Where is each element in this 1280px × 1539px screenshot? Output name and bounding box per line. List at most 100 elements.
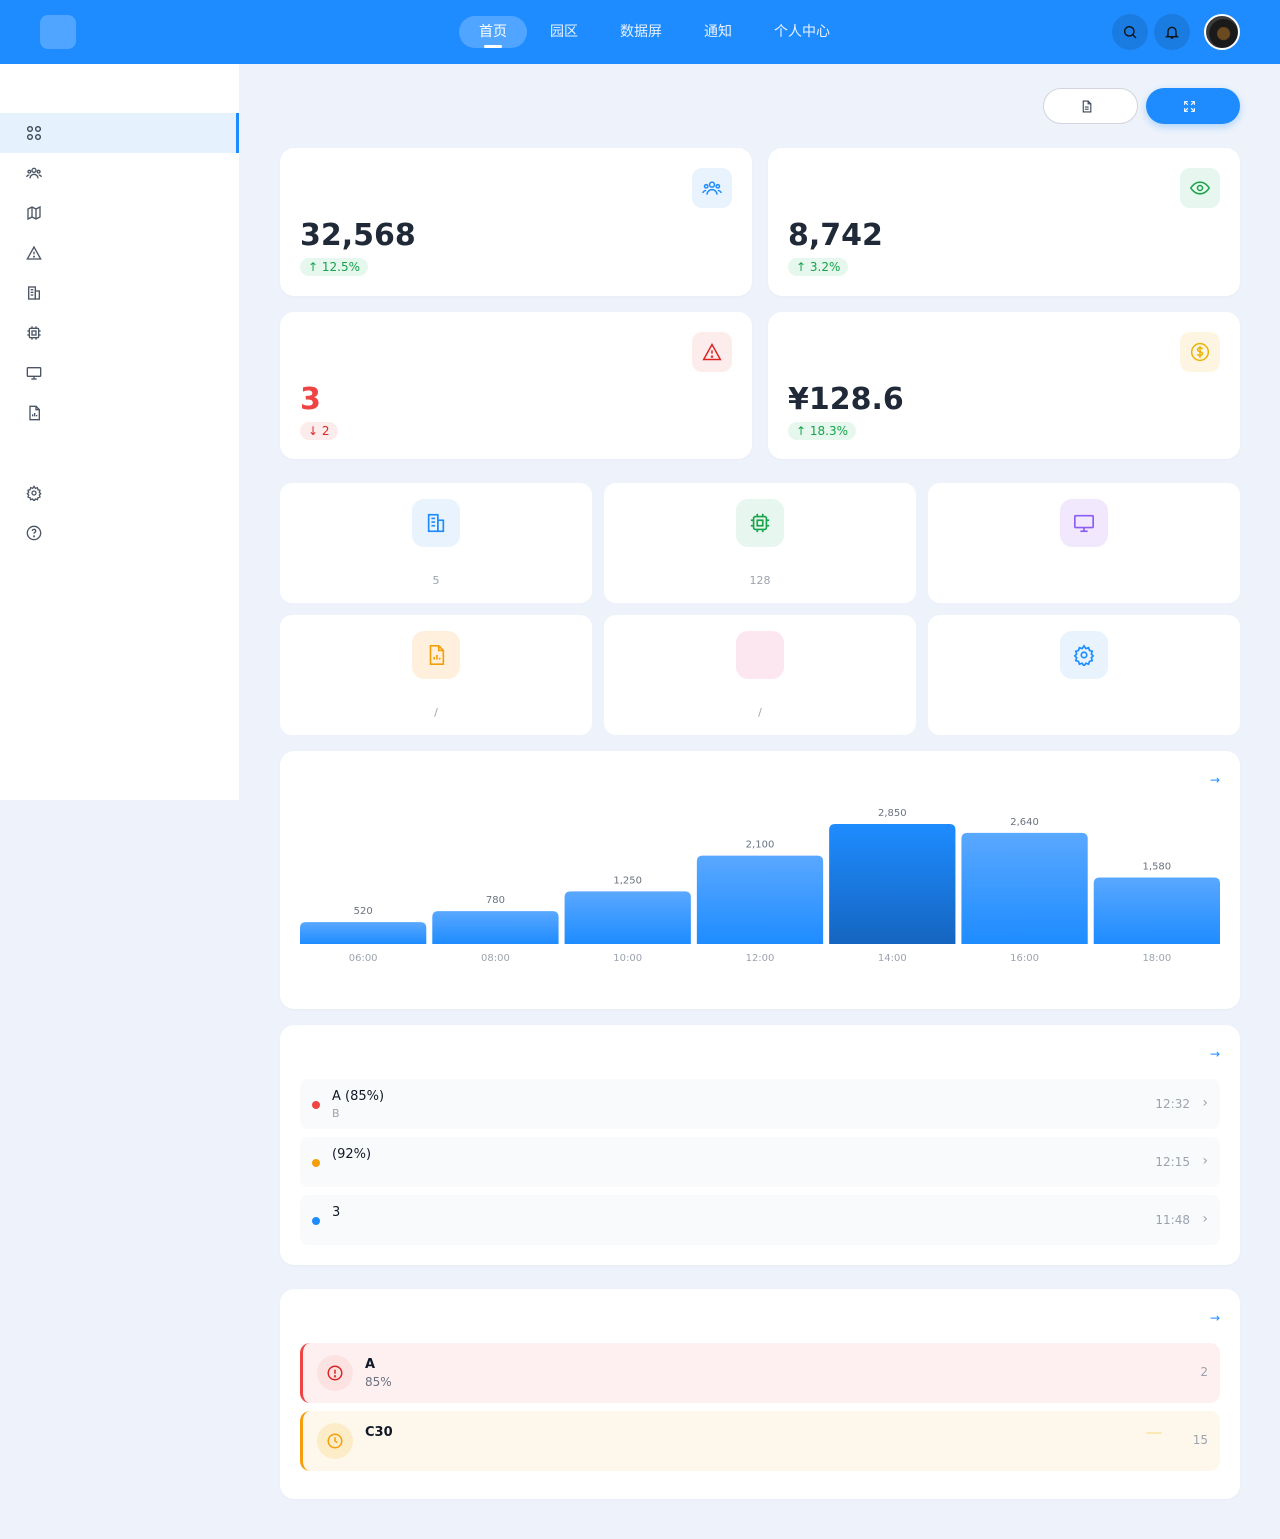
bar-10:00[interactable] — [564, 891, 691, 944]
bar-value-label: 1,250 — [613, 875, 642, 886]
bar-08:00[interactable] — [432, 911, 559, 944]
warning-icon — [692, 332, 732, 372]
tile-settings[interactable] — [928, 615, 1240, 735]
notices-card: → A (85%) B 12:32 › (92%) 12:15 › 3 11:4… — [280, 1025, 1240, 1265]
bar-value-label: 2,640 — [1010, 817, 1039, 828]
export-button[interactable] — [1043, 88, 1138, 124]
bar-12:00[interactable] — [696, 855, 824, 944]
monitor-icon — [1060, 499, 1108, 547]
chart-more-link[interactable]: → — [1209, 773, 1220, 787]
stat-card-alerts: 3 ↓ 2 — [280, 312, 752, 459]
stat-card-online: 8,742 ↑ 3.2% — [768, 148, 1240, 296]
dollar-icon — [1180, 332, 1220, 372]
tile-desc: 128 — [749, 574, 771, 587]
search-icon[interactable] — [1112, 14, 1148, 50]
tile-reports[interactable]: / — [280, 615, 592, 735]
notice-time: 11:48 — [1155, 1213, 1190, 1227]
report-icon — [412, 631, 460, 679]
gear-icon — [26, 485, 42, 501]
bar-18:00[interactable] — [1093, 877, 1220, 944]
sidebar-item-visitors[interactable] — [0, 153, 239, 193]
notice-time: 12:32 — [1155, 1097, 1190, 1111]
stat-card-visitors: 32,568 ↑ 12.5% — [280, 148, 752, 296]
status-dot — [312, 1159, 320, 1167]
alert-time: 2 — [1200, 1365, 1208, 1379]
file-icon — [1082, 100, 1092, 112]
sidebar-item-buildings[interactable] — [0, 273, 239, 313]
chip-icon — [736, 499, 784, 547]
notice-item[interactable]: A (85%) B 12:32 › — [300, 1079, 1220, 1129]
top-nav: 首页 园区 数据屏 通知 个人中心 — [459, 16, 853, 48]
alerts-more-link[interactable]: → — [1209, 1311, 1220, 1325]
chevron-right-icon: › — [1202, 1095, 1208, 1111]
users-icon — [692, 168, 732, 208]
stat-value: ¥128.6 — [788, 382, 904, 417]
fullscreen-button[interactable] — [1146, 88, 1240, 124]
alert-item[interactable]: C30 15 — [300, 1411, 1220, 1471]
sidebar-item-reports[interactable] — [0, 393, 239, 433]
nav-home[interactable]: 首页 — [459, 16, 527, 48]
notice-time: 12:15 — [1155, 1155, 1190, 1169]
tile-monitoring[interactable] — [928, 483, 1240, 603]
nav-park[interactable]: 园区 — [550, 24, 578, 40]
sidebar-item-devices[interactable] — [0, 313, 239, 353]
bar-16:00[interactable] — [961, 832, 1088, 944]
sidebar-item-settings[interactable] — [0, 473, 239, 513]
alert-desc: 85% — [365, 1375, 392, 1389]
x-tick-label: 10:00 — [613, 953, 642, 964]
tile-devices[interactable]: 128 — [604, 483, 916, 603]
x-tick-label: 12:00 — [746, 953, 775, 964]
tile-buildings[interactable]: 5 — [280, 483, 592, 603]
tile-desc: 5 — [432, 574, 440, 587]
sidebar-item-monitoring[interactable] — [0, 353, 239, 393]
notice-item[interactable]: 3 11:48 › — [300, 1195, 1220, 1245]
notices-more-link[interactable]: → — [1209, 1047, 1220, 1061]
sidebar — [0, 64, 239, 800]
status-dot — [312, 1101, 320, 1109]
top-bar: 首页 园区 数据屏 通知 个人中心 — [0, 0, 1280, 64]
blank-icon — [736, 631, 784, 679]
alert-time: 15 — [1192, 1433, 1208, 1447]
x-tick-label: 14:00 — [878, 953, 907, 964]
alert-item[interactable]: A 85% 2 — [300, 1343, 1220, 1403]
eye-icon — [1180, 168, 1220, 208]
users-icon — [26, 165, 42, 181]
alert-title: A — [365, 1357, 376, 1372]
building-icon — [26, 285, 42, 301]
tile-blank[interactable]: / — [604, 615, 916, 735]
bar-14:00[interactable] — [829, 824, 956, 944]
alert-title: C30 — [365, 1425, 393, 1440]
notice-title: (92%) — [332, 1147, 372, 1162]
help-icon — [26, 525, 42, 541]
sidebar-item-warnings[interactable] — [0, 233, 239, 273]
alert-circle-icon — [317, 1355, 353, 1391]
avatar[interactable] — [1204, 14, 1240, 50]
status-dot — [312, 1217, 320, 1225]
bar-06:00[interactable] — [300, 922, 427, 944]
stat-value: 32,568 — [300, 218, 416, 253]
visitor-bar-chart: 520 06:00 780 08:00 1,250 10:00 2,100 12:00 2,85… — [300, 808, 1220, 964]
stat-card-revenue: ¥128.6 ↑ 18.3% — [768, 312, 1240, 459]
x-tick-label: 08:00 — [481, 953, 510, 964]
notice-title: A (85%) — [332, 1089, 385, 1104]
sidebar-item-map[interactable] — [0, 193, 239, 233]
stat-trend-badge: ↑ 12.5% — [300, 258, 368, 276]
notice-item[interactable]: (92%) 12:15 › — [300, 1137, 1220, 1187]
sidebar-item-blank[interactable] — [0, 433, 239, 473]
alerts-card: → A 85% 2 C30 15 — [280, 1289, 1240, 1499]
nav-profile[interactable]: 个人中心 — [774, 24, 830, 40]
alert-level-badge — [1152, 1364, 1168, 1366]
tile-desc: / — [758, 706, 762, 719]
chip-icon — [26, 325, 42, 341]
chevron-right-icon: › — [1202, 1153, 1208, 1169]
x-tick-label: 06:00 — [349, 953, 378, 964]
sidebar-item-help[interactable] — [0, 513, 239, 553]
visitor-chart-card: → 520 06:00 780 08:00 1,250 10:00 2,100 12:00 2,… — [280, 751, 1240, 1009]
tile-desc: / — [434, 706, 438, 719]
notice-desc: B — [332, 1107, 340, 1120]
nav-data-screen[interactable]: 数据屏 — [620, 24, 662, 40]
sidebar-item-dashboard[interactable] — [0, 113, 239, 153]
bell-icon[interactable] — [1154, 14, 1190, 50]
nav-notifications[interactable]: 通知 — [704, 24, 732, 40]
bar-value-label: 520 — [354, 906, 373, 917]
